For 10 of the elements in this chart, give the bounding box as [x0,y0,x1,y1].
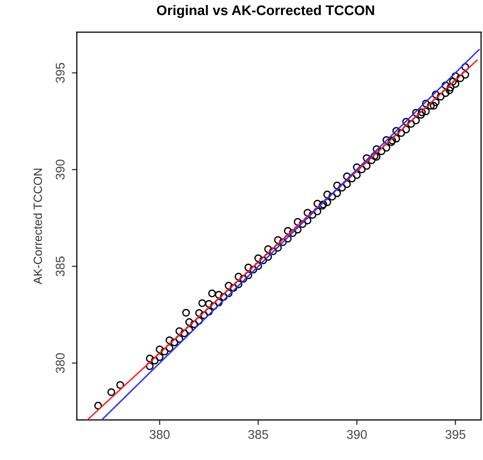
x-tick-label: 390 [346,430,367,439]
y-tick-label: 390 [56,160,65,180]
y-axis-title: AK-Corrected TCCON [33,168,42,284]
x-tick-label: 395 [445,430,466,439]
chart-title: Original vs AK-Corrected TCCON [156,4,374,18]
y-tick-label: 395 [56,62,65,83]
x-tick-label: 385 [248,430,268,439]
y-tick-label: 385 [56,256,65,276]
y-tick-label: 380 [56,353,65,374]
x-tick-label: 380 [150,430,170,439]
